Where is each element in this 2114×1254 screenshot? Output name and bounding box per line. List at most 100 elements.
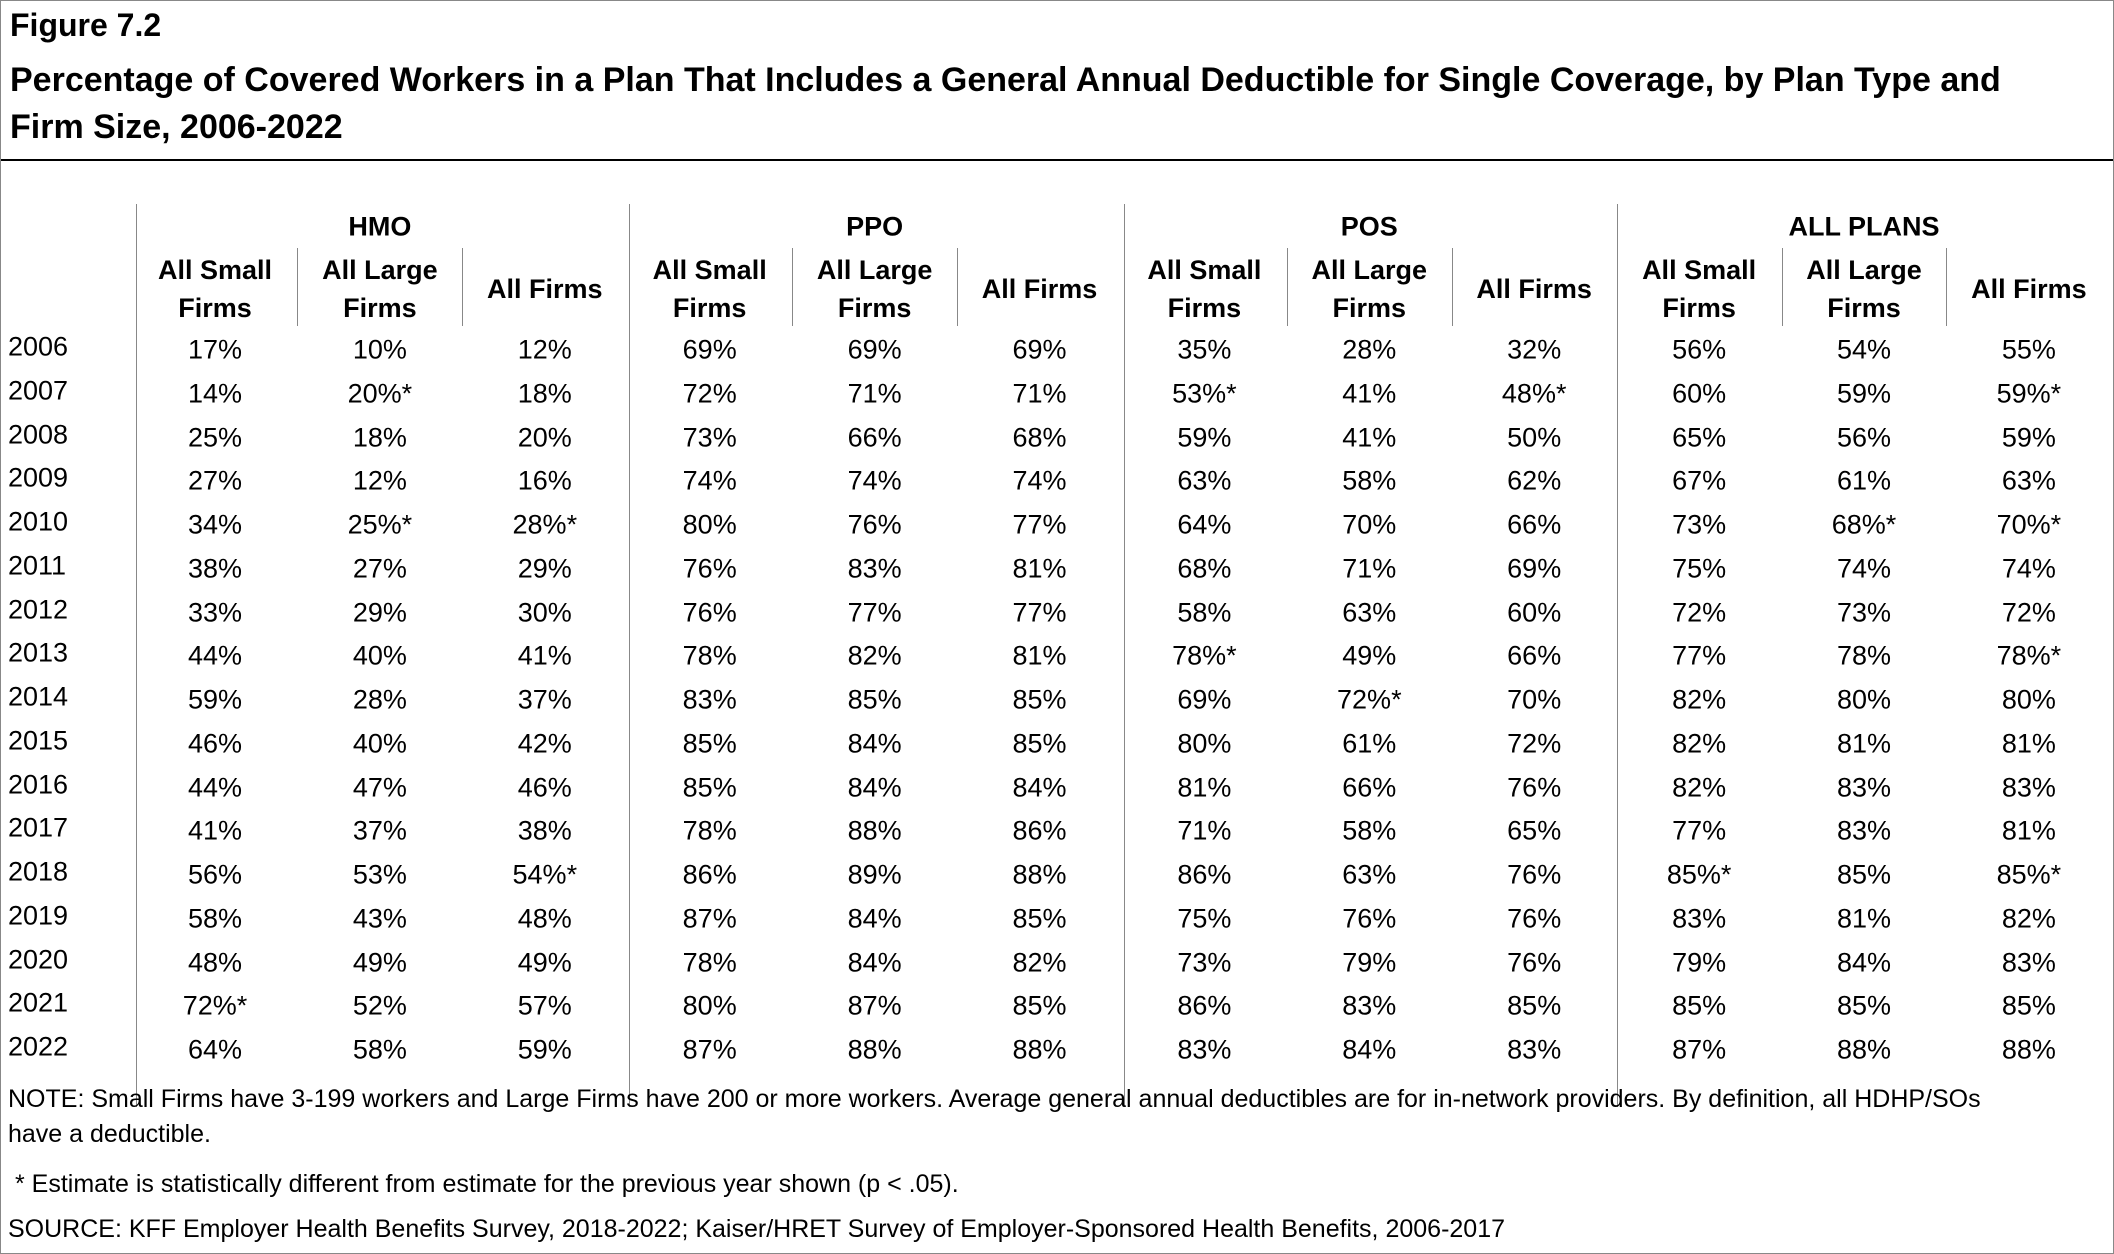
row-year: 2007	[8, 375, 69, 406]
cell: 69%	[847, 334, 902, 365]
row-year: 2008	[8, 419, 69, 449]
cell: 44%	[187, 772, 243, 802]
cell: 57%	[517, 990, 572, 1021]
cell: 58%	[1342, 815, 1397, 846]
cell: 84%	[1342, 1034, 1397, 1065]
cell: 66%	[1507, 640, 1562, 671]
row-year: 2006	[8, 331, 69, 362]
cell: 41%	[1342, 422, 1397, 452]
cell: 85%	[2001, 990, 2056, 1021]
cell: 41%	[517, 640, 572, 671]
cell: 85%	[1012, 728, 1067, 759]
cell: 71%	[1342, 553, 1397, 584]
cell: 81%	[2001, 815, 2056, 846]
cell: 82%	[1672, 772, 1727, 802]
cell: 58%	[1342, 465, 1397, 496]
cell: 30%	[517, 597, 572, 627]
column-separator	[462, 248, 464, 326]
cell: 81%	[1836, 903, 1892, 934]
cell: 81%	[1177, 772, 1232, 802]
column-header: All Large Firms	[1806, 255, 1922, 323]
cell: 83%	[1342, 990, 1397, 1021]
cell: 83%	[2001, 947, 2056, 977]
cell: 63%	[1342, 859, 1397, 890]
cell: 81%	[1012, 640, 1067, 671]
cell: 85%	[847, 684, 902, 715]
cell: 78%	[682, 640, 737, 671]
group-header: POS	[1340, 211, 1398, 242]
cell: 80%	[682, 509, 737, 540]
cell: 77%	[847, 597, 902, 627]
row-year: 2022	[8, 1031, 69, 1062]
cell: 76%	[1507, 859, 1562, 890]
cell: 69%	[1012, 334, 1067, 365]
cell: 84%	[847, 947, 902, 977]
cell: 37%	[352, 815, 407, 846]
cell: 80%	[1177, 728, 1232, 759]
cell: 84%	[847, 728, 902, 759]
cell: 79%	[1672, 947, 1727, 977]
cell: 34%	[187, 509, 243, 540]
cell: 73%	[1672, 509, 1727, 540]
cell: 41%	[1342, 378, 1397, 409]
cell: 76%	[1507, 947, 1562, 977]
cell: 18%	[352, 422, 407, 452]
cell: 76%	[1507, 903, 1562, 934]
cell: 66%	[847, 422, 902, 452]
cell: 62%	[1507, 465, 1562, 496]
cell: 81%	[2001, 728, 2056, 759]
cell: 78%*	[1996, 640, 2062, 671]
cell: 73%	[1836, 597, 1892, 627]
column-header: All Firms	[1476, 274, 1592, 304]
cell: 64%	[187, 1034, 243, 1065]
cell: 49%	[352, 947, 407, 977]
cell: 80%	[1836, 684, 1892, 715]
cell: 83%	[847, 553, 902, 584]
cell: 28%	[1342, 334, 1397, 365]
column-separator	[792, 248, 794, 326]
cell: 68%	[1012, 422, 1067, 452]
row-year: 2015	[8, 725, 69, 756]
cell: 78%*	[1172, 640, 1237, 671]
cell: 88%	[847, 815, 902, 846]
cell: 37%	[517, 684, 572, 715]
cell: 85%	[682, 728, 737, 759]
cell: 77%	[1012, 597, 1067, 627]
cell: 12%	[517, 334, 572, 365]
cell: 87%	[847, 990, 902, 1021]
cell: 46%	[517, 772, 572, 802]
column-separator	[1781, 248, 1783, 326]
cell: 79%	[1342, 947, 1397, 977]
cell: 78%	[682, 947, 737, 977]
cell: 85%	[1012, 903, 1067, 934]
cell: 18%	[517, 378, 572, 409]
cell: 38%	[517, 815, 572, 846]
cell: 54%*	[512, 859, 578, 890]
cell: 85%	[1836, 990, 1892, 1021]
cell: 60%	[1507, 597, 1562, 627]
cell: 72%	[2001, 597, 2056, 627]
cell: 20%	[517, 422, 572, 452]
column-header: All Small Firms	[652, 255, 767, 323]
cell: 74%	[1836, 553, 1892, 584]
cell: 49%	[1342, 640, 1397, 671]
cell: 40%	[352, 640, 407, 671]
cell: 35%	[1177, 334, 1232, 365]
row-year: 2013	[8, 637, 69, 668]
cell: 48%*	[1501, 378, 1567, 409]
cell: 67%	[1672, 465, 1727, 496]
footnote: * Estimate is statistically different fr…	[15, 1170, 959, 1198]
cell: 52%	[352, 990, 407, 1021]
column-header: All Large Firms	[816, 255, 933, 323]
cell: 63%	[2001, 465, 2056, 496]
cell: 85%*	[1996, 859, 2062, 890]
cell: 56%	[1836, 422, 1892, 452]
cell: 82%	[1672, 684, 1727, 715]
cell: 78%	[1836, 640, 1892, 671]
cell: 88%	[1012, 859, 1067, 890]
cell: 72%	[1672, 597, 1727, 627]
cell: 86%	[1012, 815, 1067, 846]
cell: 63%	[1177, 465, 1232, 496]
cell: 49%	[517, 947, 572, 977]
cell: 86%	[1177, 859, 1232, 890]
